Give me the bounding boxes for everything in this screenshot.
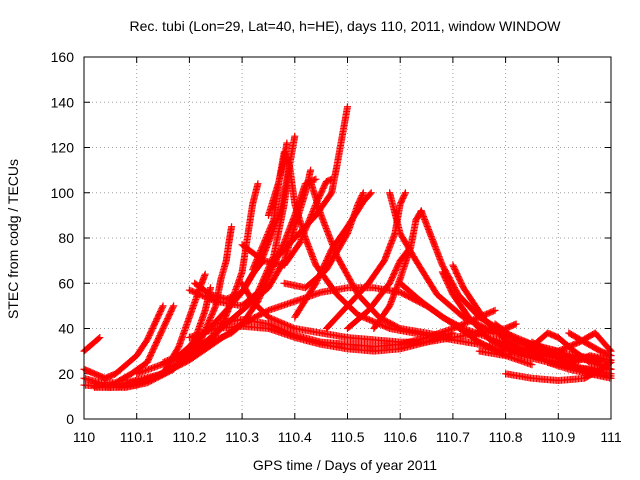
series-18 [280,189,367,292]
x-tick-label: 110.3 [225,429,259,445]
series-1 [80,334,104,355]
chart-title: Rec. tubi (Lon=29, Lat=40, h=HE), days 1… [130,18,562,34]
x-tick-label: 110.9 [541,429,575,445]
data-point [269,217,277,225]
data-point [384,324,392,332]
data-point [359,190,367,198]
x-tick-label: 110.4 [278,429,312,445]
data-point [312,175,320,183]
x-tick-label: 110 [73,429,96,445]
y-tick-label: 40 [58,321,74,337]
data-point [359,189,367,197]
data-point [95,334,103,342]
x-tick-label: 111 [600,429,621,445]
y-tick-label: 120 [51,140,75,156]
x-tick-label: 110.1 [120,429,154,445]
data-point [309,206,317,214]
data-point [201,270,209,278]
data-point [170,302,178,310]
y-axis-label: STEC from codg / TECUs [5,159,21,319]
data-point [366,190,374,198]
data-point [228,223,236,231]
data-point [169,303,177,311]
x-tick-label: 110.2 [172,429,206,445]
y-tick-label: 0 [66,411,74,427]
y-tick-label: 20 [58,366,74,382]
data-point [307,166,315,174]
y-tick-label: 100 [51,185,75,201]
data-points [80,103,615,391]
series-16 [270,103,351,265]
data-point [206,284,214,292]
x-tick-label: 110.7 [436,429,470,445]
x-tick-label: 110.8 [489,429,523,445]
x-tick-label: 110.6 [383,429,417,445]
data-point [291,132,299,140]
tick-marks: 110 110.1 110.2 110.3 110.4 110.5 110.6 110.7 11… [51,49,622,445]
data-point [158,303,166,311]
x-tick-label: 110.5 [331,429,365,445]
x-axis-label: GPS time / Days of year 2011 [253,457,437,473]
y-tick-label: 140 [51,94,75,110]
data-point [283,139,291,147]
y-tick-label: 160 [51,49,75,65]
data-point [296,239,304,247]
y-tick-label: 80 [58,230,74,246]
series-2 [80,302,167,382]
data-point [254,180,262,188]
data-point [211,303,219,311]
data-point [159,302,167,310]
data-point [96,334,104,342]
y-tick-label: 60 [58,275,74,291]
data-point [367,189,375,197]
data-point [344,103,351,111]
